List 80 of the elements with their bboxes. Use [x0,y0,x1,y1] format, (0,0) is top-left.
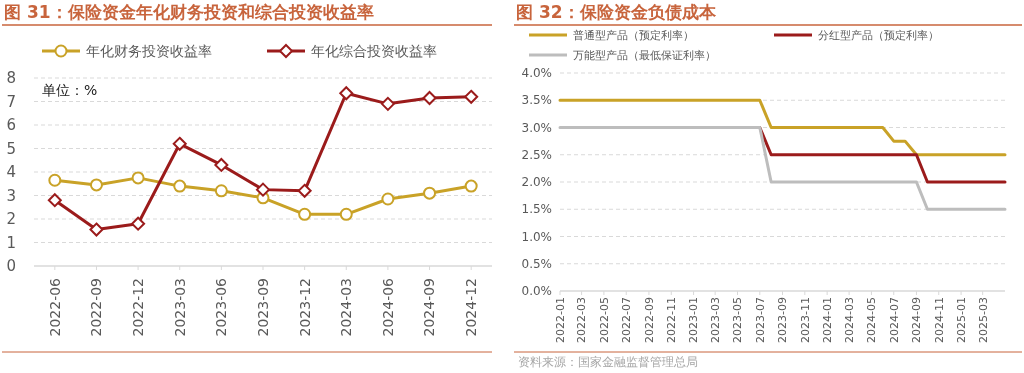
x-tick-label: 2022-06 [46,277,63,337]
x-tick-label: 2022-09 [88,278,105,337]
y-tick-label: 8 [6,69,16,88]
legend-label: 年化综合投资收益率 [311,42,437,59]
y-tick-label: 2.0% [521,175,552,190]
x-tick-label: 2024-07 [887,297,901,343]
point [89,222,104,237]
chart-title: 图 32：保险资金负债成本 [516,2,717,22]
x-tick-label: 2023-03 [171,278,188,337]
point [298,207,312,221]
x-tick-label: 2022-03 [575,297,589,343]
text: 资料来源：国家金融监督管理总局 [518,355,698,369]
x-tick-label: 2022-05 [597,297,611,343]
point [47,193,62,208]
y-tick-label: 6 [6,116,16,135]
y-tick-label: 3 [6,186,16,205]
y-tick-label: 4 [6,163,16,182]
point [381,192,395,206]
x-tick-label: 2024-11 [932,297,946,343]
x-tick-label: 2023-12 [296,278,313,337]
y-tick-label: 1.0% [521,229,552,244]
x-tick-label: 2022-11 [665,297,679,343]
legend-label: 年化财务投资收益率 [86,42,212,59]
x-tick-label: 2025-01 [954,297,968,343]
x-tick-label: 2024-03 [842,297,856,343]
y-tick-label: 1.5% [521,202,552,217]
point [131,171,145,185]
point [89,178,103,192]
y-tick-label: 0.5% [521,256,552,271]
x-tick-label: 2024-12 [463,278,480,337]
point [256,182,270,197]
x-tick-label: 2023-09 [254,278,271,337]
legend-label: 分红型产品（预定利率） [818,28,939,42]
y-tick-label: 4.0% [521,66,552,81]
y-tick-label: 1 [6,233,16,252]
point [339,86,354,101]
x-tick-label: 2022-09 [642,297,656,343]
annotation: 单位：% [42,81,98,98]
y-tick-label: 3.0% [521,120,552,135]
x-tick-label: 2024-09 [421,278,438,337]
x-tick-label: 2022-07 [620,297,634,343]
legend-label: 普通型产品（预定利率） [573,28,694,42]
x-tick-label: 2024-01 [821,297,834,343]
y-tick-label: 2.5% [521,147,552,162]
point [422,90,437,105]
chart-title: 图 31：保险资金年化财务投资和综合投资收益率 [4,2,374,22]
y-tick-label: 0 [6,257,16,276]
x-tick-label: 2024-09 [910,297,924,343]
point [48,173,62,187]
x-tick-label: 2023-01 [687,297,701,343]
point [339,207,353,221]
y-tick-label: 5 [6,139,16,158]
legend-label: 万能型产品（最低保证利率） [573,48,716,62]
y-tick-label: 3.5% [521,93,552,108]
x-tick-label: 2025-03 [976,297,990,343]
y-tick-label: 2 [6,210,16,229]
point [297,183,312,198]
x-tick-label: 2022-01 [553,297,567,343]
point [380,96,395,111]
point [423,186,437,200]
x-tick-label: 2023-09 [776,297,790,343]
x-tick-label: 2024-03 [338,278,355,337]
point [214,184,228,198]
point [464,89,479,104]
x-tick-label: 2022-12 [129,278,146,337]
point [131,216,146,231]
x-tick-label: 2023-11 [798,297,812,343]
point [173,179,187,193]
x-tick-label: 2023-07 [753,297,767,343]
x-tick-label: 2023-03 [709,297,723,343]
x-tick-label: 2023-06 [213,277,230,337]
x-tick-label: 2024-06 [379,277,396,337]
line-series [558,98,1007,157]
x-tick-label: 2023-05 [731,297,745,343]
point [214,157,229,172]
point [464,179,478,193]
x-tick-label: 2024-05 [865,297,879,343]
point [172,136,187,151]
y-tick-label: 7 [6,92,16,111]
y-tick-label: 0.0% [521,284,552,299]
